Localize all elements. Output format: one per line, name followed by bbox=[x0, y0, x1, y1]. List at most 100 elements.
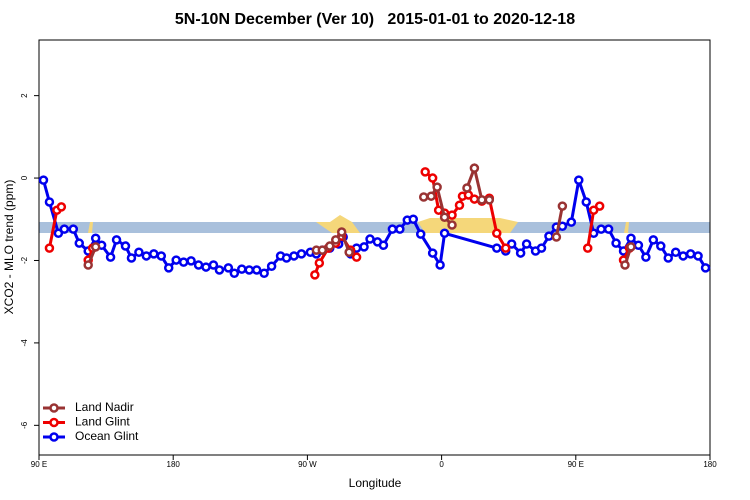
data-point bbox=[359, 242, 369, 252]
y-tick-label: -4 bbox=[20, 339, 29, 347]
y-tick-label: -6 bbox=[20, 421, 29, 429]
data-point bbox=[193, 260, 204, 270]
data-point bbox=[427, 248, 438, 258]
data-point bbox=[214, 265, 225, 275]
data-point bbox=[378, 240, 389, 250]
data-point bbox=[281, 253, 292, 263]
data-point bbox=[126, 253, 137, 263]
data-point bbox=[678, 251, 688, 261]
data-point bbox=[344, 247, 354, 257]
legend-marker bbox=[49, 417, 59, 428]
data-point bbox=[289, 251, 299, 261]
data-point bbox=[581, 197, 591, 207]
data-point bbox=[439, 228, 450, 239]
data-point bbox=[521, 239, 532, 249]
data-point bbox=[544, 231, 554, 241]
data-point bbox=[700, 263, 711, 273]
x-tick-label: 90 W bbox=[298, 460, 317, 469]
data-point bbox=[435, 260, 445, 270]
data-point bbox=[415, 229, 426, 239]
data-point bbox=[469, 163, 480, 173]
data-point bbox=[105, 252, 116, 262]
data-point bbox=[484, 195, 495, 205]
data-point bbox=[663, 253, 673, 263]
data-point bbox=[420, 167, 430, 177]
data-point bbox=[296, 249, 307, 259]
data-point bbox=[620, 260, 630, 270]
data-point bbox=[68, 224, 79, 234]
legend-label: Land Glint bbox=[75, 415, 130, 429]
data-point bbox=[141, 251, 152, 261]
land-patch bbox=[624, 222, 629, 233]
data-point bbox=[259, 268, 269, 279]
data-point bbox=[603, 224, 614, 234]
data-point bbox=[477, 195, 487, 205]
data-point bbox=[626, 242, 636, 252]
data-point bbox=[611, 238, 621, 248]
data-point bbox=[134, 247, 144, 257]
data-point bbox=[408, 214, 419, 225]
data-point bbox=[208, 260, 219, 270]
x-tick-label: 90 E bbox=[568, 460, 584, 469]
data-point bbox=[44, 197, 55, 207]
data-point bbox=[447, 210, 457, 220]
data-point bbox=[574, 175, 584, 185]
data-point bbox=[53, 228, 64, 239]
data-point bbox=[469, 194, 480, 204]
data-point bbox=[427, 173, 438, 183]
legend-marker bbox=[49, 432, 59, 442]
legend-marker bbox=[49, 403, 59, 413]
plot-frame bbox=[38, 39, 711, 456]
data-point bbox=[626, 233, 636, 243]
data-point bbox=[44, 243, 55, 253]
y-tick-label: 2 bbox=[20, 93, 29, 98]
data-point bbox=[325, 241, 335, 251]
data-point bbox=[588, 205, 599, 215]
data-point bbox=[641, 252, 651, 262]
data-point bbox=[500, 243, 511, 253]
data-point bbox=[244, 265, 254, 275]
data-point bbox=[454, 200, 465, 211]
data-point bbox=[432, 182, 442, 192]
data-point bbox=[387, 224, 398, 234]
x-tick-label: 180 bbox=[703, 460, 717, 469]
data-point bbox=[557, 201, 568, 211]
data-point bbox=[156, 251, 167, 261]
ocean-strip bbox=[39, 222, 710, 233]
data-point bbox=[506, 239, 517, 249]
x-tick-label: 180 bbox=[167, 460, 181, 469]
data-point bbox=[237, 264, 247, 274]
data-point bbox=[90, 242, 101, 252]
y-tick-label: 0 bbox=[20, 175, 29, 180]
land-patch bbox=[316, 215, 360, 233]
data-point bbox=[685, 249, 696, 259]
data-point bbox=[633, 240, 644, 250]
data-point bbox=[90, 233, 101, 243]
x-tick-label: 90 E bbox=[31, 460, 47, 469]
legend-label: Land Nadir bbox=[75, 400, 134, 414]
data-point bbox=[223, 263, 234, 273]
data-point bbox=[266, 261, 277, 272]
data-point bbox=[351, 252, 362, 262]
data-point bbox=[149, 249, 159, 259]
data-point bbox=[74, 238, 85, 248]
land-patch bbox=[418, 218, 518, 233]
data-point bbox=[59, 224, 70, 234]
data-point bbox=[330, 235, 341, 245]
data-point bbox=[426, 191, 436, 201]
data-point bbox=[566, 217, 577, 227]
chart-title: 5N-10N December (Ver 10) 2015-01-01 to 2… bbox=[175, 11, 575, 28]
data-point bbox=[648, 235, 659, 245]
y-axis-label: XCO2 - MLO trend (ppm) bbox=[2, 180, 16, 315]
data-point bbox=[111, 235, 122, 245]
data-point bbox=[536, 243, 547, 253]
data-point bbox=[120, 241, 131, 251]
data-point bbox=[462, 183, 472, 193]
data-point bbox=[582, 243, 593, 253]
land-patch bbox=[88, 222, 93, 233]
data-point bbox=[163, 263, 174, 273]
data-point bbox=[336, 227, 347, 237]
data-point bbox=[229, 268, 240, 279]
data-point bbox=[551, 232, 562, 242]
data-point bbox=[596, 224, 606, 234]
